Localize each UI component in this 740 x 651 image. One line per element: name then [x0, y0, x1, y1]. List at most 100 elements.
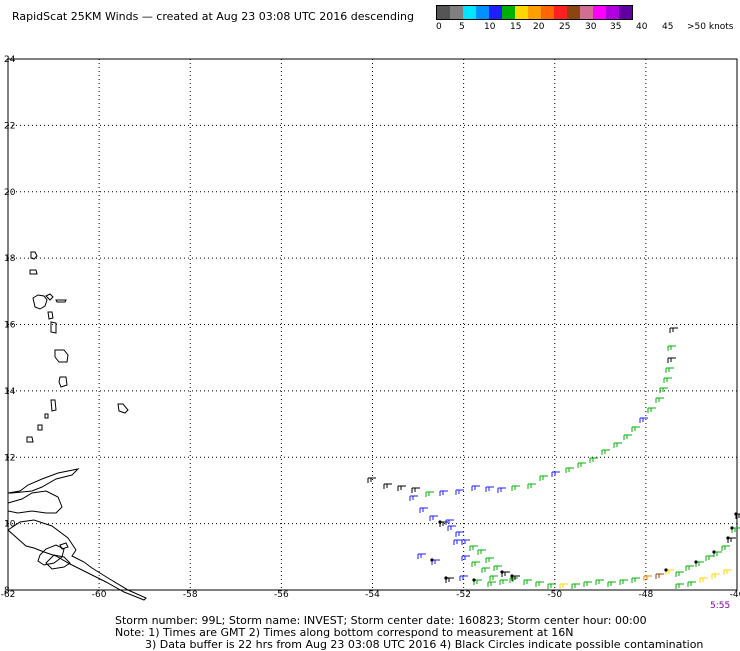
wind-barb [607, 581, 616, 587]
lon-tick-label: -56 [274, 590, 289, 600]
wind-barb [655, 397, 664, 403]
wind-barb [461, 539, 470, 545]
wind-barb [613, 442, 622, 448]
island [29, 269, 38, 275]
legend-label: 30 [585, 22, 597, 32]
lat-tick-label: 18 [4, 254, 16, 264]
island [55, 299, 67, 303]
wind-barb [699, 577, 708, 583]
lat-tick-label: 10 [4, 520, 16, 530]
island [54, 349, 69, 363]
lat-tick-label: 22 [4, 121, 15, 131]
wind-barb [647, 407, 656, 413]
wind-barb [493, 565, 502, 571]
wind-barb [409, 495, 418, 501]
footer-line-2: Note: 1) Times are GMT 2) Times along bo… [115, 626, 574, 639]
legend-label: 35 [610, 22, 622, 32]
island [37, 424, 43, 431]
wind-barb [367, 477, 376, 483]
legend-swatch [476, 6, 489, 19]
island [26, 436, 34, 443]
footer-line-3: 3) Data buffer is 22 hrs from Aug 23 03:… [145, 638, 704, 651]
island [50, 321, 57, 334]
coast-mainland [7, 519, 147, 601]
wind-barb [535, 581, 544, 587]
lon-tick-label: -52 [456, 590, 471, 600]
wind-barb [583, 581, 592, 587]
wind-barb [487, 581, 496, 587]
wind-barb [411, 487, 420, 493]
wind-barb [577, 462, 586, 468]
wind-barb [455, 489, 464, 495]
wind-barb [687, 581, 696, 587]
wind-barb [721, 545, 730, 551]
wind-barb [429, 515, 438, 521]
wind-barb [417, 553, 426, 559]
map-title: RapidScat 25KM Winds — created at Aug 23… [12, 10, 414, 23]
legend-swatch [450, 6, 463, 19]
coast-mainland [45, 554, 71, 570]
map-frame [7, 58, 738, 591]
lat-tick-label: 16 [4, 321, 16, 331]
wind-barb [471, 485, 480, 491]
lat-tick-label: 8 [4, 586, 10, 596]
wind-barb [497, 487, 506, 493]
lat-tick-label: 12 [4, 453, 15, 463]
legend-swatch [619, 6, 632, 19]
lat-tick-label: 24 [4, 55, 16, 65]
time-label: 5:55 [710, 601, 731, 611]
wind-barb [659, 387, 668, 393]
wind-barb [485, 486, 494, 492]
contamination-dot [438, 520, 442, 524]
lon-tick-label: -58 [183, 590, 198, 600]
island [32, 294, 48, 310]
island [45, 293, 54, 301]
wind-barb [499, 579, 508, 585]
island [44, 413, 49, 419]
wind-barb [425, 491, 434, 497]
wind-barb [485, 557, 494, 563]
wind-barb [477, 549, 486, 555]
legend-swatch [567, 6, 580, 19]
lon-tick-label: -60 [92, 590, 107, 600]
legend-label: 10 [484, 22, 496, 32]
wind-barb [523, 579, 532, 585]
wind-barb [527, 483, 536, 489]
legend-swatch [580, 6, 593, 19]
contamination-dot [444, 576, 448, 580]
legend-label: 25 [559, 22, 571, 32]
wind-barb [461, 555, 470, 561]
legend-color-bar [436, 5, 633, 20]
wind-barb [459, 575, 468, 581]
legend-swatch [606, 6, 619, 19]
wind-barb [439, 490, 448, 496]
wind-barb [667, 345, 676, 351]
legend-label: 5 [459, 22, 465, 32]
wind-barb [595, 579, 604, 585]
legend-label: 45 [662, 22, 674, 32]
contamination-dot [694, 560, 698, 564]
wind-barb [669, 327, 678, 333]
wind-barb [571, 583, 580, 589]
island [50, 399, 57, 412]
lon-tick-label: -54 [365, 590, 380, 600]
legend-label: 15 [510, 22, 522, 32]
wind-barb [663, 377, 672, 383]
wind-barb [623, 434, 632, 440]
wind-barb [469, 545, 478, 551]
legend-swatch [554, 6, 567, 19]
wind-barb [723, 569, 732, 575]
legend-swatch [437, 6, 450, 19]
wind-barb [675, 571, 684, 577]
contamination-dot [664, 568, 668, 572]
legend-swatch [528, 6, 541, 19]
wind-barb [447, 525, 456, 531]
legend-swatch [541, 6, 554, 19]
contamination-dot [734, 512, 738, 516]
wind-barb [539, 475, 548, 481]
island [47, 311, 54, 320]
wind-barb [551, 471, 560, 477]
wind-barb [383, 483, 392, 489]
wind-barb [711, 573, 720, 579]
